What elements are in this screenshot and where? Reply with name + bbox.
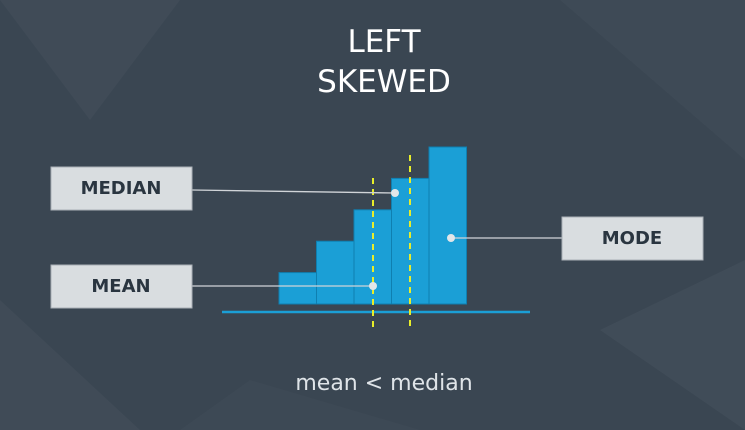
histogram-bar-2 <box>316 240 355 305</box>
title-line-2: SKEWED <box>317 64 451 100</box>
mean-label-box <box>50 264 193 309</box>
mean-label: MEAN <box>50 264 193 309</box>
mode-label: MODE <box>561 216 704 261</box>
title-line-1: LEFT <box>347 24 421 60</box>
caption: mean < median <box>295 371 472 396</box>
median-label-text: MEDIAN <box>81 178 162 199</box>
mode-label-box <box>561 216 704 261</box>
histogram-bar-4 <box>391 177 430 305</box>
mode-label-text: MODE <box>602 228 662 249</box>
mean-marker-dot <box>369 282 377 290</box>
mode-marker-dot <box>447 234 455 242</box>
median-label-box <box>50 166 193 211</box>
median-leader-line <box>191 189 396 194</box>
mean-label-text: MEAN <box>91 276 150 297</box>
histogram-bar-5 <box>428 146 467 305</box>
median-marker-dot <box>391 189 399 197</box>
histogram-bar-1 <box>278 272 317 305</box>
median-label: MEDIAN <box>50 166 193 211</box>
